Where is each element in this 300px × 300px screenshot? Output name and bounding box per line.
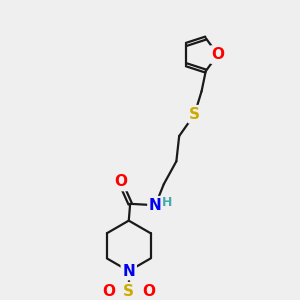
Text: N: N [122, 263, 135, 278]
Text: H: H [162, 196, 172, 209]
Text: O: O [142, 284, 155, 299]
Text: O: O [102, 284, 115, 299]
Text: O: O [114, 175, 127, 190]
Text: S: S [189, 107, 200, 122]
Text: N: N [149, 198, 162, 213]
Text: S: S [123, 284, 134, 299]
Text: O: O [211, 47, 224, 62]
